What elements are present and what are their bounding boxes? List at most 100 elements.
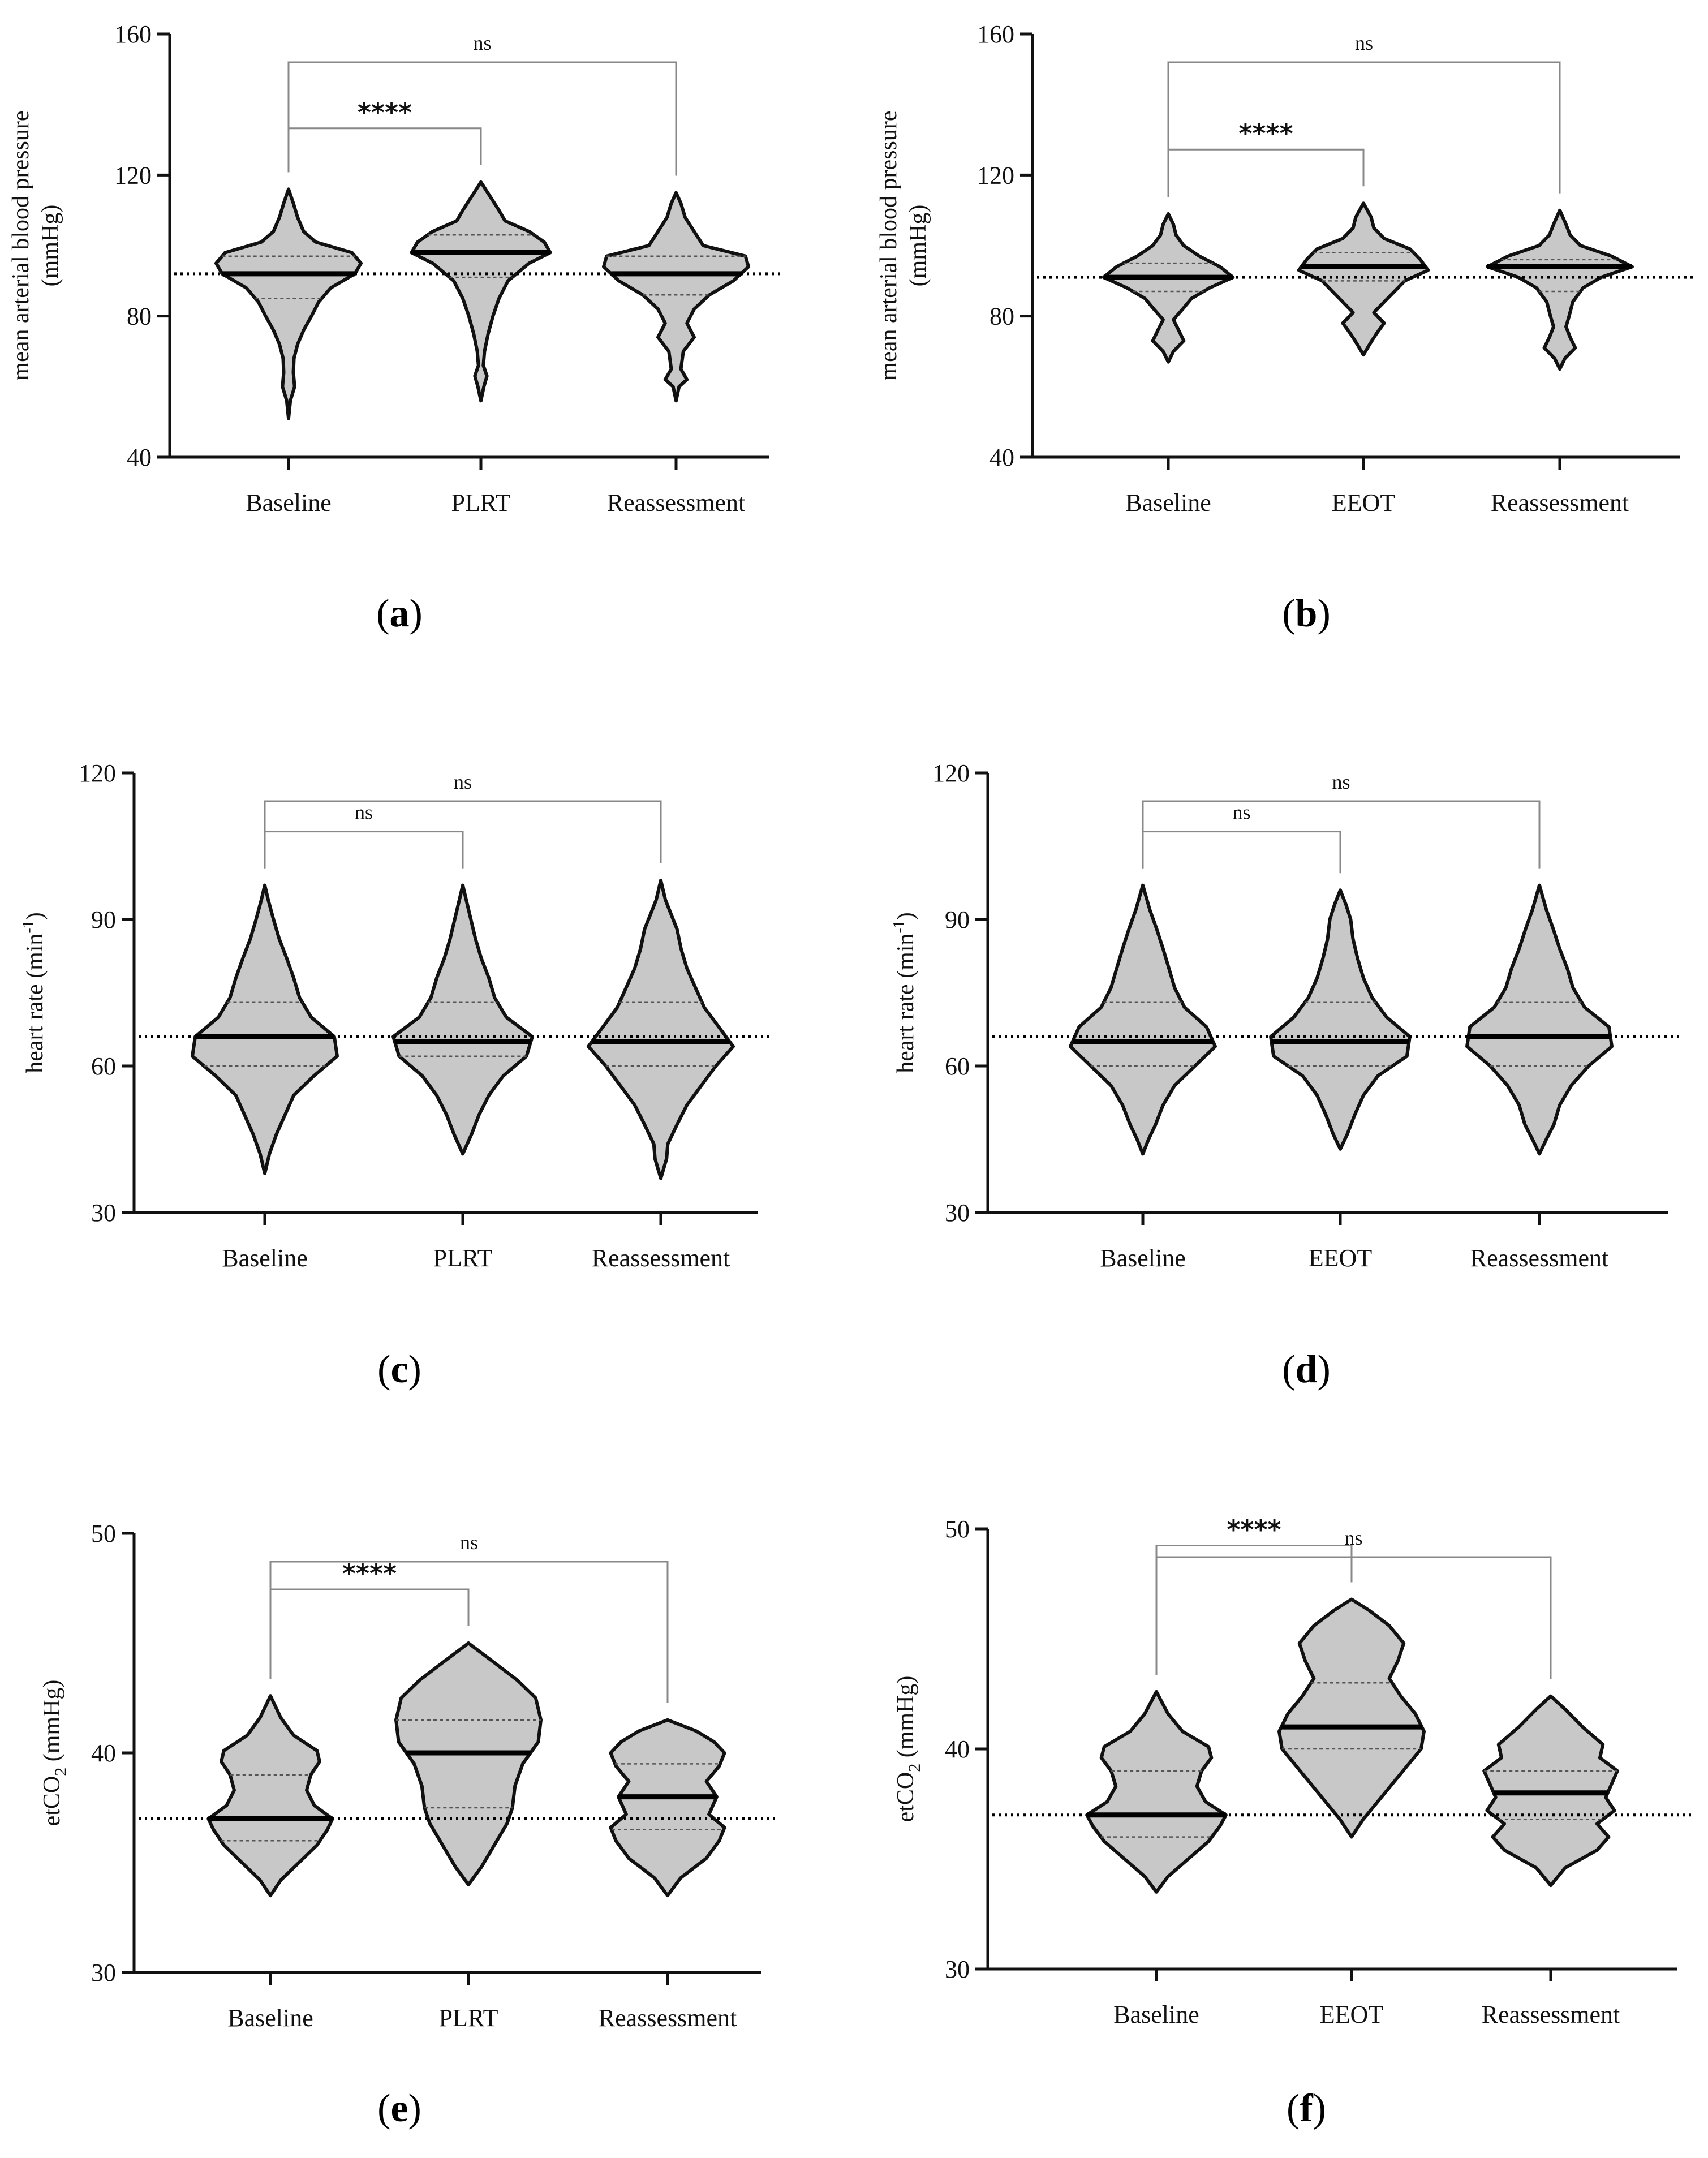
y-axis-title: (mmHg) (37, 205, 63, 287)
significance-ns: ns (1344, 1527, 1362, 1549)
x-category-label: Baseline (1100, 1244, 1186, 1272)
violin-reassessment (587, 878, 735, 1180)
y-axis-title: etCO2 (mmHg) (893, 1676, 924, 1822)
violin-chart-c: 30 60 90 120 heart rate (min-1) Baseline PLRT R… (20, 759, 772, 1272)
y-tick-label: 90 (945, 906, 970, 934)
violin-reassessment (602, 191, 750, 403)
y-axis-title: etCO2 (mmHg) (39, 1680, 70, 1826)
y-tick-label: 120 (114, 161, 152, 189)
y-axis-title: (mmHg) (905, 205, 931, 287)
significance-stars: **** (1227, 1514, 1281, 1545)
panel-label-b: (b) (1282, 592, 1331, 635)
panel-e: 30 40 50 etCO2 (mmHg) Baseline PLRT Reassessme… (0, 1438, 854, 2157)
violin-baseline (1085, 1690, 1228, 1894)
significance-stars: **** (342, 1558, 397, 1589)
y-tick-label: 60 (945, 1052, 970, 1080)
panel-label-e: (e) (377, 2087, 421, 2130)
y-axis-title: mean arterial blood pressure (876, 111, 902, 381)
significance-bracket (264, 800, 662, 869)
significance-ns: ns (1332, 771, 1350, 793)
x-category-label: Reassessment (592, 1244, 730, 1272)
violin-chart-d: 30 60 90 120 heart rate (min-1) Baseline EEOT R… (890, 759, 1683, 1272)
violin-baseline (1102, 212, 1235, 364)
significance-bracket (1155, 1556, 1552, 1679)
y-tick-label: 80 (127, 303, 152, 330)
y-tick-label: 50 (91, 1520, 116, 1547)
y-tick-label: 50 (945, 1515, 970, 1543)
y-tick-label: 30 (91, 1959, 116, 1987)
y-tick-label: 90 (91, 906, 116, 934)
significance-bracket (1142, 800, 1541, 869)
violin-baseline (206, 1694, 334, 1898)
violin-eeot (1277, 1597, 1426, 1839)
y-tick-label: 40 (945, 1735, 970, 1763)
violin-chart-f: 30 40 50 etCO2 (mmHg) Baseline EEOT Reassessme… (893, 1514, 1691, 2028)
y-tick-label: 40 (127, 444, 152, 471)
y-axis-title: heart rate (min-1) (890, 912, 919, 1073)
x-category-label: Reassessment (1470, 1244, 1608, 1272)
x-category-label: EEOT (1309, 1244, 1373, 1272)
violin-reassessment (609, 1718, 726, 1898)
y-tick-label: 120 (932, 759, 970, 787)
panel-label-d: (d) (1282, 1348, 1331, 1391)
y-tick-label: 120 (977, 161, 1014, 189)
x-category-label: Baseline (1113, 2001, 1199, 2028)
panel-label-f: (f) (1287, 2087, 1326, 2130)
significance-bracket (1142, 831, 1341, 874)
violin-baseline (1069, 883, 1217, 1156)
violin-eeot (1269, 888, 1412, 1151)
y-tick-label: 160 (977, 20, 1014, 48)
y-tick-label: 30 (945, 1955, 970, 1983)
panel-label-c: (c) (377, 1348, 421, 1391)
significance-ns: ns (473, 32, 491, 54)
violin-eeot (1297, 201, 1430, 357)
y-tick-label: 80 (989, 303, 1014, 330)
significance-bracket (1167, 61, 1561, 197)
panel-a: 40 80 120 160 mean arterial blood pressure (m… (0, 0, 854, 719)
significance-bracket (269, 1561, 669, 1703)
x-category-label: Baseline (1125, 489, 1211, 517)
x-category-label: PLRT (433, 1244, 493, 1272)
y-axis-title: heart rate (min-1) (20, 912, 48, 1073)
x-category-label: Reassessment (599, 2004, 737, 2032)
x-category-label: Baseline (222, 1244, 308, 1272)
x-category-label: Baseline (246, 489, 332, 517)
x-category-label: PLRT (451, 489, 511, 517)
significance-bracket (264, 831, 464, 869)
y-tick-label: 160 (114, 20, 152, 48)
significance-ns: ns (355, 801, 373, 824)
significance-bracket (1167, 148, 1365, 197)
x-category-label: PLRT (439, 2004, 498, 2032)
significance-ns: ns (1232, 801, 1250, 824)
y-tick-label: 40 (91, 1739, 116, 1767)
panel-d: 30 60 90 120 heart rate (min-1) Baseline EEOT R… (854, 719, 1707, 1438)
violin-plrt (391, 883, 534, 1156)
violin-baseline (191, 883, 339, 1175)
panel-b: 40 80 120 160 mean arterial blood pressure (m… (854, 0, 1707, 719)
significance-ns: ns (1355, 32, 1373, 54)
significance-bracket (287, 127, 482, 173)
violin-plrt (394, 1641, 543, 1886)
significance-bracket (287, 61, 677, 176)
y-tick-label: 30 (91, 1199, 116, 1227)
significance-stars: **** (1238, 118, 1293, 149)
violin-reassessment (1486, 208, 1634, 371)
violin-reassessment (1465, 883, 1614, 1156)
y-tick-label: 40 (989, 444, 1014, 471)
y-tick-label: 60 (91, 1052, 116, 1080)
significance-ns: ns (460, 1531, 478, 1554)
y-tick-label: 120 (79, 759, 116, 787)
violin-chart-b: 40 80 120 160 mean arterial blood pressure (m… (876, 20, 1694, 517)
violin-plrt (410, 180, 552, 403)
violin-baseline (214, 187, 363, 420)
x-category-label: EEOT (1320, 2001, 1384, 2028)
x-category-label: Baseline (227, 2004, 313, 2032)
violin-chart-e: 30 40 50 etCO2 (mmHg) Baseline PLRT Reassessme… (39, 1520, 775, 2032)
x-category-label: Reassessment (1482, 2001, 1620, 2028)
x-category-label: Reassessment (1491, 489, 1629, 517)
x-category-label: EEOT (1332, 489, 1396, 517)
significance-stars: **** (358, 97, 412, 128)
panel-f: 30 40 50 etCO2 (mmHg) Baseline EEOT Reassessme… (854, 1438, 1707, 2157)
y-tick-label: 30 (945, 1199, 970, 1227)
